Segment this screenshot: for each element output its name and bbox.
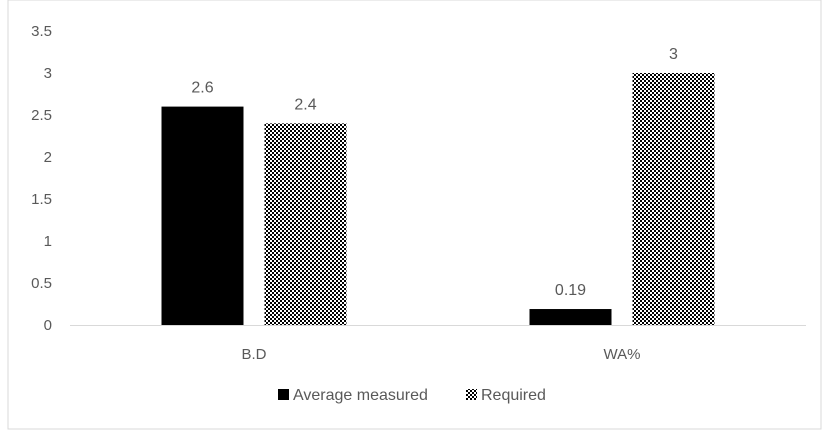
legend-label: Average measured <box>293 387 428 404</box>
y-tick-label: 0 <box>44 317 52 334</box>
y-tick-label: 3.5 <box>31 23 52 40</box>
y-tick-label: 3 <box>44 65 52 82</box>
data-label: 0.19 <box>555 282 586 299</box>
y-axis: 0 0.5 1 1.5 2 2.5 3 3.5 <box>31 23 52 334</box>
legend: Average measured Required <box>278 387 546 404</box>
y-tick-label: 0.5 <box>31 275 52 292</box>
bar-required <box>264 123 347 326</box>
legend-swatch <box>278 389 289 400</box>
x-tick-label: WA% <box>604 346 641 363</box>
legend-label: Required <box>481 387 546 404</box>
legend-swatch <box>466 389 477 400</box>
data-label: 3 <box>669 46 678 63</box>
data-label: 2.6 <box>191 80 213 97</box>
x-axis: B.D WA% <box>70 325 806 363</box>
plot-area: 2.6 2.4 0.19 3 <box>161 46 715 326</box>
data-label: 2.4 <box>294 96 316 113</box>
bar-average-measured <box>161 106 244 325</box>
bar-required <box>632 73 715 325</box>
x-tick-label: B.D <box>241 346 266 363</box>
y-tick-label: 1 <box>44 233 52 250</box>
y-tick-label: 2.5 <box>31 107 52 124</box>
y-tick-label: 1.5 <box>31 191 52 208</box>
y-tick-label: 2 <box>44 149 52 166</box>
bar-average-measured <box>529 309 612 325</box>
